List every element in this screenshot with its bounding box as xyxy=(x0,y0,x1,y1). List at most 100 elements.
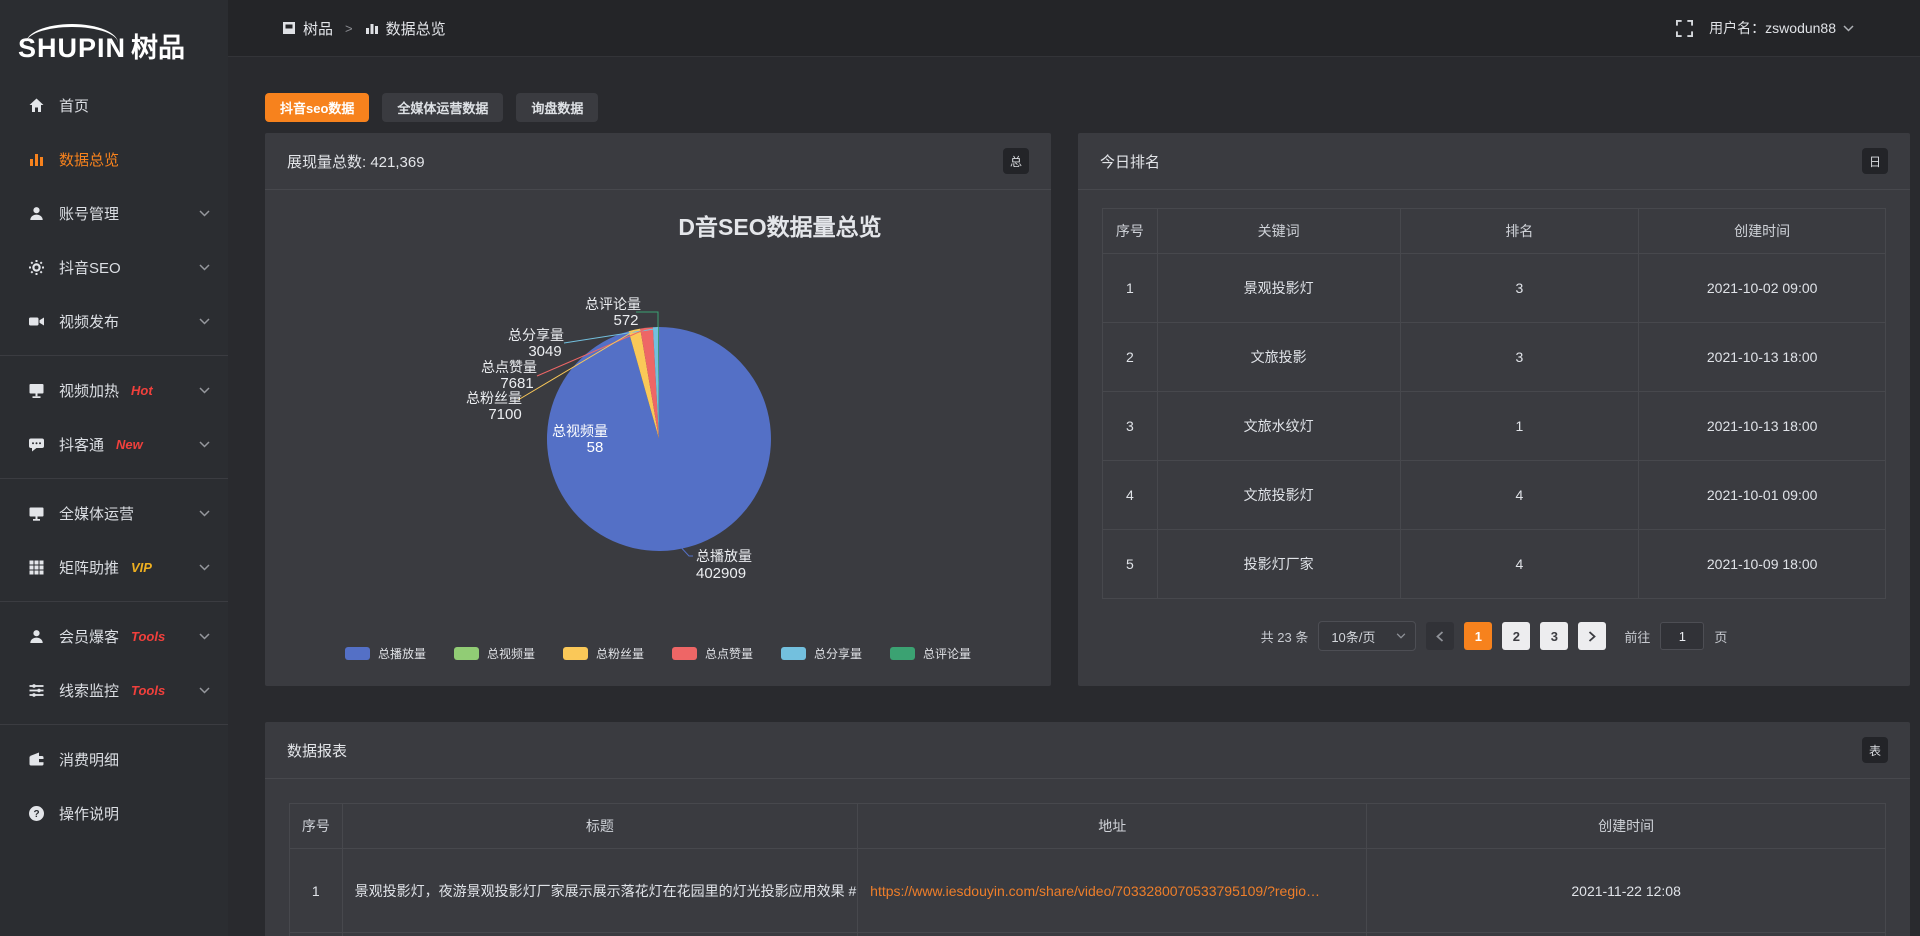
tab-inquiry-data[interactable]: 询盘数据 xyxy=(516,93,599,122)
sidebar-item-video-heat[interactable]: 视频加热 Hot xyxy=(0,363,228,417)
legend-swatch xyxy=(344,647,370,660)
app-logo[interactable]: SHUPIN 树品 xyxy=(0,0,228,64)
sidebar-item-label: 数据总览 xyxy=(59,151,120,169)
table-header-row: 序号 关键词 排名 创建时间 xyxy=(1102,208,1886,254)
leader-line-fans xyxy=(517,330,635,401)
video-link[interactable]: https://www.iesdouyin.com/share/video/70… xyxy=(870,882,1321,899)
next-page-button[interactable] xyxy=(1578,622,1607,650)
tab-omnimedia-data[interactable]: 全媒体运营数据 xyxy=(382,93,504,122)
sidebar-item-label: 视频发布 xyxy=(59,313,120,331)
fullscreen-icon[interactable] xyxy=(1676,19,1694,37)
seo-pie-chart: D音SEO数据量总览 总评论量 xyxy=(466,214,882,582)
tools-badge: Tools xyxy=(131,682,166,698)
pie-value-video: 58 xyxy=(587,439,604,456)
page-size-value: 10条/页 xyxy=(1331,629,1376,645)
chevron-down-icon xyxy=(199,509,210,517)
tab-douyin-seo-data[interactable]: 抖音seo数据 xyxy=(265,93,370,122)
pagination: 共 23 条 10条/页 1 2 3 前往 页 xyxy=(1102,621,1886,651)
goto-page-input[interactable] xyxy=(1660,622,1705,650)
pie-slice-comment xyxy=(658,326,659,439)
sidebar-divider xyxy=(0,601,228,602)
sidebar-item-label: 矩阵助推 xyxy=(59,559,120,577)
sidebar-item-matrix-boost[interactable]: 矩阵助推 VIP xyxy=(0,540,228,594)
bar-chart-icon xyxy=(365,21,379,35)
prev-page-button[interactable] xyxy=(1426,622,1455,650)
sidebar-item-douyin-seo[interactable]: 抖音SEO xyxy=(0,240,228,294)
chevron-down-icon xyxy=(199,563,210,571)
legend-label: 总评论量 xyxy=(923,647,972,661)
pie-label-comment: 总评论量 xyxy=(585,296,641,312)
legend-label: 总播放量 xyxy=(377,647,426,661)
legend-label: 总视频量 xyxy=(486,647,535,661)
panel-title: 今日排名 xyxy=(1100,153,1161,171)
user-menu[interactable]: 用户名：zswodun88 xyxy=(1709,18,1854,38)
legend-item-share[interactable]: 总分享量 xyxy=(781,645,862,662)
legend-item-video[interactable]: 总视频量 xyxy=(453,645,535,662)
cell-index: 2 xyxy=(1102,322,1158,392)
pie-label-fans: 总粉丝量 xyxy=(466,390,522,406)
breadcrumb-root[interactable]: 树品 xyxy=(303,20,334,38)
sidebar-item-spend-detail[interactable]: 消费明细 xyxy=(0,732,228,786)
legend-item-play[interactable]: 总播放量 xyxy=(344,645,426,662)
cell-keyword: 景观投影灯 xyxy=(1156,253,1401,323)
data-report-panel: 数据报表 表 序号 标题 地址 创建时间 1 xyxy=(265,722,1910,936)
sidebar-item-member-burst[interactable]: 会员爆客 Tools xyxy=(0,609,228,663)
page-button-3[interactable]: 3 xyxy=(1540,622,1569,650)
page-button-2[interactable]: 2 xyxy=(1502,622,1531,650)
breadcrumb-separator: > xyxy=(345,20,353,36)
panel-title: 数据报表 xyxy=(287,742,348,760)
table-view-badge[interactable]: 表 xyxy=(1862,737,1888,763)
cell-title: 景观投影灯，夜游景观投影灯厂家展示展示落花灯在花园里的灯光投影应用效果 # xyxy=(341,848,859,933)
app-square-icon xyxy=(282,21,296,35)
legend-item-comment[interactable]: 总评论量 xyxy=(890,645,971,662)
member-icon xyxy=(27,627,45,645)
daily-view-badge[interactable]: 日 xyxy=(1862,148,1888,174)
cell-rank: 1 xyxy=(1399,391,1640,461)
bar-chart-icon xyxy=(27,150,45,168)
panel-header: 今日排名 日 xyxy=(1078,133,1910,190)
col-header-rank: 排名 xyxy=(1399,208,1640,254)
sidebar-item-help[interactable]: ? 操作说明 xyxy=(0,786,228,840)
sidebar-item-omnimedia[interactable]: 全媒体运营 xyxy=(0,486,228,540)
total-view-badge[interactable]: 总 xyxy=(1003,148,1029,174)
chevron-down-icon xyxy=(1843,24,1854,32)
topbar-right: 用户名：zswodun88 xyxy=(1676,18,1854,38)
chevron-down-icon xyxy=(199,209,210,217)
sidebar-item-lead-monitor[interactable]: 线索监控 Tools xyxy=(0,663,228,717)
pie-label-video: 总视频量 xyxy=(552,423,608,439)
table-row: 5 投影灯厂家 4 2021-10-09 18:00 xyxy=(1102,529,1886,599)
table-header-row: 序号 标题 地址 创建时间 xyxy=(289,803,1886,849)
legend-item-like[interactable]: 总点赞量 xyxy=(672,645,753,662)
col-header-created: 创建时间 xyxy=(1638,208,1886,254)
chevron-down-icon xyxy=(199,632,210,640)
breadcrumb: 树品 > 数据总览 xyxy=(282,18,446,39)
pie-slice-fans xyxy=(628,328,659,439)
cell-keyword: 文旅水纹灯 xyxy=(1156,391,1401,461)
cell-index: 3 xyxy=(1102,391,1158,461)
legend-swatch xyxy=(672,647,697,660)
pie-value-comment: 572 xyxy=(613,312,638,329)
chevron-down-icon xyxy=(199,440,210,448)
monitor-icon xyxy=(27,504,45,522)
chat-icon xyxy=(27,435,45,453)
sidebar-item-data-overview[interactable]: 数据总览 xyxy=(0,132,228,186)
page-size-select[interactable]: 10条/页 xyxy=(1318,621,1417,651)
sidebar-item-label: 首页 xyxy=(59,97,90,115)
legend-item-fans[interactable]: 总粉丝量 xyxy=(562,645,644,662)
sidebar-item-doukertong[interactable]: 抖客通 New xyxy=(0,417,228,471)
sidebar-divider xyxy=(0,355,228,356)
sidebar-item-home[interactable]: 首页 xyxy=(0,78,228,132)
leader-line-comment xyxy=(636,311,659,327)
legend-swatch xyxy=(890,647,916,660)
ranking-table: 序号 关键词 排名 创建时间 1 景观投影灯 3 2021-10 xyxy=(1102,208,1886,599)
cell-url: https://www.iesdouyin.com/share/video/70… xyxy=(857,848,1368,933)
home-icon xyxy=(27,96,45,114)
leader-line-like xyxy=(536,328,647,377)
screen-icon xyxy=(27,381,45,399)
col-header-index: 序号 xyxy=(289,803,343,849)
page-button-1[interactable]: 1 xyxy=(1464,622,1493,650)
chevron-down-icon xyxy=(199,263,210,271)
cell-title xyxy=(341,932,859,936)
sidebar-item-account[interactable]: 账号管理 xyxy=(0,186,228,240)
sidebar-item-video-publish[interactable]: 视频发布 xyxy=(0,294,228,348)
